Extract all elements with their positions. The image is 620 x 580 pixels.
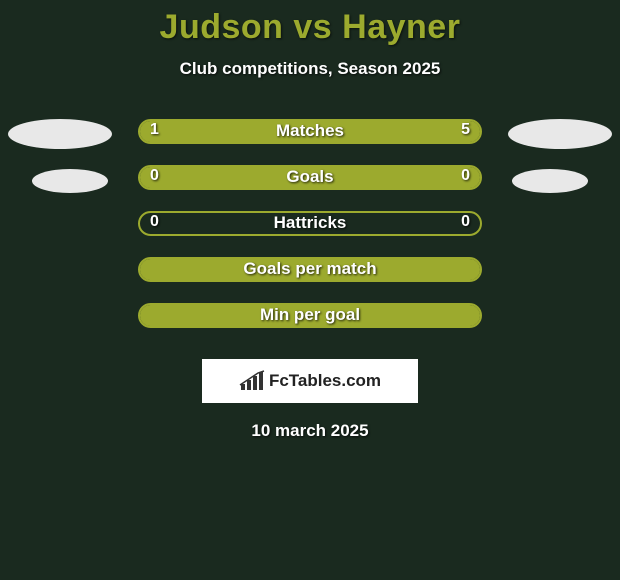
bar-value-left: 0 bbox=[150, 213, 159, 231]
bar-track bbox=[138, 211, 482, 236]
player-placeholder-ellipse bbox=[8, 119, 112, 149]
bar-track bbox=[138, 303, 482, 328]
bar-fill bbox=[140, 167, 480, 188]
bar-value-right: 0 bbox=[461, 213, 470, 231]
page-subtitle: Club competitions, Season 2025 bbox=[0, 59, 620, 79]
player-placeholder-ellipse bbox=[512, 169, 588, 193]
bar-fill-right bbox=[197, 121, 480, 142]
bar-value-right: 5 bbox=[461, 121, 470, 139]
stat-row: Goals per match bbox=[0, 257, 620, 303]
bar-fill-left bbox=[140, 121, 197, 142]
source-logo: FcTables.com bbox=[202, 359, 418, 403]
bar-fill bbox=[140, 305, 480, 326]
logo-text: FcTables.com bbox=[269, 371, 381, 391]
bar-track bbox=[138, 165, 482, 190]
bar-value-left: 1 bbox=[150, 121, 159, 139]
bar-value-left: 0 bbox=[150, 167, 159, 185]
snapshot-date: 10 march 2025 bbox=[0, 421, 620, 441]
page-title: Judson vs Hayner bbox=[0, 0, 620, 47]
stat-row: Min per goal bbox=[0, 303, 620, 349]
comparison-chart: Matches15Goals00Hattricks00Goals per mat… bbox=[0, 119, 620, 349]
bar-value-right: 0 bbox=[461, 167, 470, 185]
bar-track bbox=[138, 257, 482, 282]
player-placeholder-ellipse bbox=[508, 119, 612, 149]
player-placeholder-ellipse bbox=[32, 169, 108, 193]
bar-fill bbox=[140, 259, 480, 280]
bar-track bbox=[138, 119, 482, 144]
bar-chart-icon bbox=[239, 370, 265, 392]
stat-row: Hattricks00 bbox=[0, 211, 620, 257]
